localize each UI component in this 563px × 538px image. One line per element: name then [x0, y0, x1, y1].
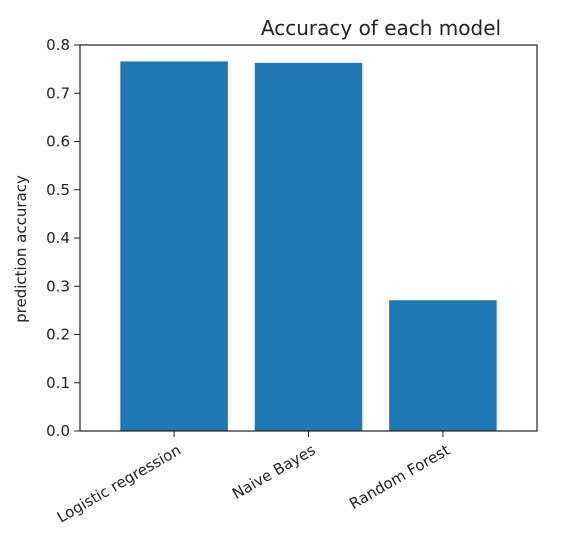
y-tick-label: 0.5 [46, 181, 70, 199]
y-tick-label: 0.7 [46, 84, 70, 102]
y-tick-label: 0.3 [46, 277, 70, 295]
bar [389, 300, 497, 431]
y-axis-ticks: 0.0 0.1 0.2 0.3 0.4 0.5 0.6 0.7 0.8 [46, 36, 80, 440]
y-axis-label: prediction accuracy [12, 175, 30, 323]
x-axis-ticks: Logistic regression Naive Bayes Random For… [54, 431, 453, 526]
bar [120, 61, 228, 431]
y-tick-label: 0.4 [46, 229, 70, 247]
x-tick-label: Logistic regression [54, 441, 184, 527]
x-tick-label: Naive Bayes [229, 441, 319, 503]
y-tick-label: 0.6 [46, 133, 70, 151]
plot-frame [79, 44, 538, 432]
chart-title: Accuracy of each model [261, 16, 501, 40]
y-tick-label: 0.0 [46, 422, 70, 440]
bars [120, 61, 497, 431]
y-tick-label: 0.8 [46, 36, 70, 54]
y-tick-label: 0.2 [46, 326, 70, 344]
bar [254, 62, 363, 431]
x-tick-label: Random Forest [346, 441, 453, 513]
y-tick-label: 0.1 [46, 374, 70, 392]
